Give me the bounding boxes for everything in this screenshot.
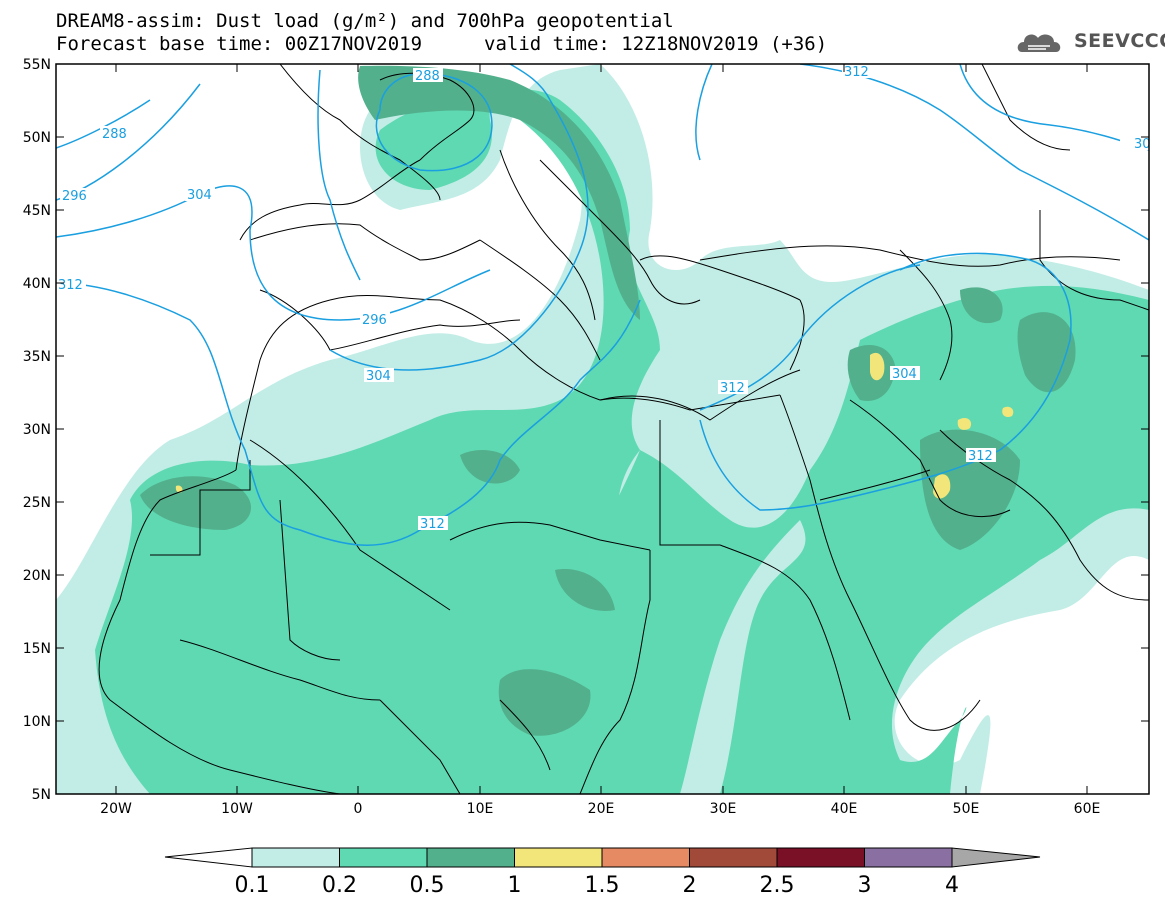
contour-label: 312	[420, 517, 445, 532]
colorbar-swatch	[601, 847, 690, 868]
colorbar-label: 0.2	[322, 873, 357, 898]
colorbar-swatch	[339, 847, 428, 868]
lat-label: 20N	[23, 568, 51, 584]
colorbar-swatch	[689, 847, 778, 868]
lat-label: 5N	[32, 787, 51, 803]
contour-label: 304	[366, 369, 391, 384]
cloud-logo-icon	[1017, 34, 1061, 52]
colorbar-label: 0.5	[410, 873, 445, 898]
lat-label: 55N	[23, 57, 51, 73]
country-borders	[150, 64, 1149, 794]
contour-label: 312	[58, 278, 83, 293]
valid-time: valid time: 12Z18NOV2019 (+36)	[484, 33, 828, 55]
colorbar-label: 4	[945, 873, 959, 898]
lon-label: 0	[354, 801, 363, 817]
lat-label: 30N	[23, 422, 51, 438]
lat-label: 15N	[23, 641, 51, 657]
lat-label: 45N	[23, 203, 51, 219]
colorbar-high-arrow	[951, 847, 1041, 868]
lat-label: 25N	[23, 495, 51, 511]
contour-label: 312	[968, 449, 993, 464]
latitude-labels: 55N 50N 45N 40N 35N 30N 25N 20N 15N 10N …	[23, 57, 51, 803]
colorbar-label: 1	[508, 873, 522, 898]
lon-label: 30E	[710, 801, 737, 817]
lat-label: 35N	[23, 349, 51, 365]
latitude-axis	[56, 63, 1149, 722]
lon-label: 20W	[100, 801, 132, 817]
longitude-axis	[115, 64, 1088, 794]
lon-label: 50E	[953, 801, 980, 817]
contour-label: 30	[1134, 137, 1151, 152]
lon-label: 40E	[831, 801, 858, 817]
colorbar-label: 1.5	[585, 873, 620, 898]
lat-label: 40N	[23, 276, 51, 292]
contour-label: 312	[720, 381, 745, 396]
contour-label: 304	[892, 367, 917, 382]
contour-label: 288	[415, 69, 440, 84]
contour-label: 304	[187, 188, 212, 203]
colorbar-swatch	[514, 847, 603, 868]
colorbar-label: 2	[683, 873, 697, 898]
colorbar-swatch	[776, 847, 865, 868]
colorbar-label: 2.5	[760, 873, 795, 898]
lat-label: 50N	[23, 130, 51, 146]
contour-label: 288	[102, 127, 127, 142]
lon-label: 60E	[1074, 801, 1101, 817]
lat-label: 10N	[23, 714, 51, 730]
colorbar-swatch	[251, 847, 340, 868]
longitude-labels: 20W 10W 0 10E 20E 30E 40E 50E 60E	[100, 801, 1100, 817]
lon-label: 20E	[588, 801, 615, 817]
colorbar: 0.1 0.2 0.5 1 1.5 2 2.5 3 4	[164, 847, 1041, 898]
lon-label: 10W	[221, 801, 253, 817]
contour-label: 296	[62, 189, 87, 204]
forecast-base-time: Forecast base time: 00Z17NOV2019	[56, 33, 423, 55]
lon-label: 10E	[467, 801, 494, 817]
colorbar-low-arrow	[164, 847, 253, 868]
contour-label: 296	[362, 313, 387, 328]
contour-labels: 288 288 296 304 312 296 304 312 312 304 …	[56, 64, 1151, 532]
colorbar-swatch	[864, 847, 953, 868]
colorbar-label: 0.1	[235, 873, 270, 898]
map-title: DREAM8-assim: Dust load (g/m²) and 700hP…	[56, 10, 674, 32]
colorbar-swatch	[426, 847, 515, 868]
colorbar-label: 3	[858, 873, 872, 898]
contour-label: 312	[844, 65, 869, 80]
logo-text: SEEVCCC	[1074, 30, 1165, 52]
